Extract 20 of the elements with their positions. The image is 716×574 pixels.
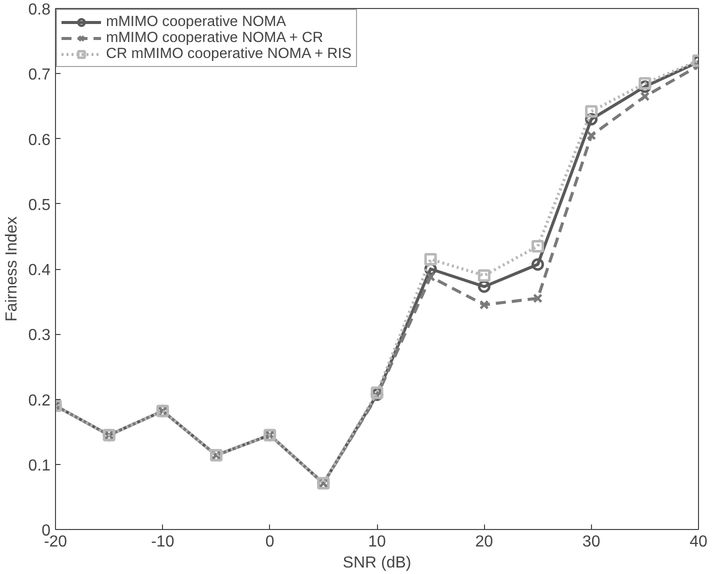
y-tick-label: 0.8	[28, 2, 51, 18]
y-tick-label: 0.4	[28, 262, 51, 279]
y-tick-label: 0.7	[28, 66, 51, 84]
y-axis-title: Fairness Index	[3, 216, 20, 322]
y-tick-label: 0	[42, 522, 51, 540]
x-tick-label: 40	[690, 534, 708, 550]
x-tick-label: 0	[265, 534, 274, 550]
x-tick-label: 10	[368, 534, 386, 550]
x-tick-label: -10	[151, 534, 174, 550]
legend-label: CR mMIMO cooperative NOMA + RIS	[106, 46, 352, 62]
legend-label: mMIMO cooperative NOMA	[106, 14, 286, 30]
y-tick-label: 0.3	[28, 327, 51, 344]
x-tick-label: 30	[582, 534, 600, 550]
legend-label: mMIMO cooperative NOMA + CR	[106, 30, 324, 46]
x-tick-label: 20	[475, 534, 494, 550]
x-axis-title: SNR (dB)	[342, 554, 412, 572]
y-tick-label: 0.2	[28, 392, 51, 410]
y-tick-label: 0.1	[28, 457, 51, 474]
y-tick-label: 0.6	[28, 132, 51, 149]
y-tick-label: 0.5	[28, 196, 51, 214]
